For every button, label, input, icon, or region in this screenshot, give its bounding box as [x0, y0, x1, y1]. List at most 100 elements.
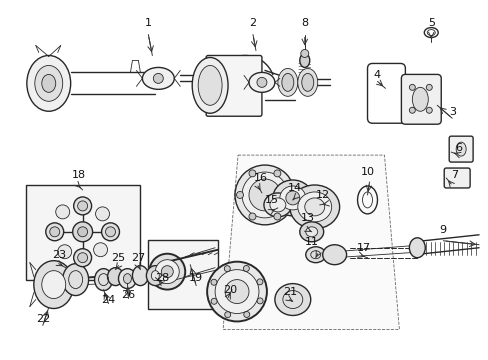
Ellipse shape: [46, 223, 63, 241]
Ellipse shape: [95, 207, 109, 221]
Ellipse shape: [286, 192, 293, 198]
Ellipse shape: [244, 311, 249, 318]
Text: 7: 7: [450, 170, 457, 180]
Ellipse shape: [153, 73, 163, 84]
Ellipse shape: [102, 223, 119, 241]
Text: 23: 23: [52, 250, 66, 260]
Text: 10: 10: [360, 167, 374, 177]
Text: 25: 25: [111, 253, 125, 263]
Ellipse shape: [62, 264, 88, 296]
Ellipse shape: [242, 172, 287, 218]
FancyBboxPatch shape: [448, 136, 472, 162]
Ellipse shape: [27, 55, 71, 111]
Bar: [26, 185, 140, 280]
Ellipse shape: [161, 266, 173, 278]
Text: 5: 5: [427, 18, 434, 28]
Ellipse shape: [248, 170, 255, 177]
Text: 8: 8: [301, 18, 308, 28]
Text: 19: 19: [189, 273, 203, 283]
Ellipse shape: [289, 185, 339, 229]
Ellipse shape: [34, 261, 74, 309]
Text: 3: 3: [448, 107, 455, 117]
Ellipse shape: [123, 274, 131, 284]
Ellipse shape: [56, 205, 69, 219]
Ellipse shape: [78, 201, 87, 211]
Ellipse shape: [78, 253, 87, 263]
Text: 18: 18: [71, 170, 85, 180]
Ellipse shape: [198, 66, 222, 105]
Ellipse shape: [256, 77, 266, 87]
Text: 2: 2: [249, 18, 256, 28]
Ellipse shape: [224, 266, 230, 272]
Ellipse shape: [78, 227, 87, 237]
Ellipse shape: [93, 243, 107, 257]
Text: 21: 21: [282, 287, 296, 297]
Ellipse shape: [105, 227, 115, 237]
Ellipse shape: [224, 280, 248, 303]
Text: 13: 13: [300, 213, 314, 223]
Ellipse shape: [264, 193, 291, 217]
Text: 1: 1: [144, 18, 152, 28]
Ellipse shape: [50, 227, 60, 237]
Ellipse shape: [243, 265, 249, 271]
Ellipse shape: [277, 68, 297, 96]
Ellipse shape: [41, 75, 56, 92]
Ellipse shape: [274, 284, 310, 315]
Text: 24: 24: [101, 294, 116, 305]
Ellipse shape: [41, 271, 65, 298]
Ellipse shape: [192, 58, 227, 113]
Ellipse shape: [74, 249, 91, 267]
Text: 28: 28: [155, 273, 169, 283]
Text: 9: 9: [439, 225, 446, 235]
Text: 16: 16: [253, 173, 267, 183]
Ellipse shape: [210, 279, 217, 285]
Ellipse shape: [408, 84, 414, 90]
Polygon shape: [223, 155, 399, 329]
FancyBboxPatch shape: [401, 75, 440, 124]
Ellipse shape: [207, 262, 266, 321]
Ellipse shape: [300, 50, 308, 58]
Ellipse shape: [408, 238, 425, 258]
FancyBboxPatch shape: [443, 168, 469, 188]
Ellipse shape: [58, 245, 72, 259]
Text: 27: 27: [131, 253, 145, 263]
Ellipse shape: [248, 213, 255, 220]
Text: 20: 20: [223, 284, 237, 294]
Ellipse shape: [155, 260, 179, 284]
Text: 15: 15: [264, 195, 278, 205]
Ellipse shape: [455, 142, 465, 156]
Ellipse shape: [107, 268, 123, 285]
Text: 4: 4: [373, 71, 380, 80]
Ellipse shape: [35, 66, 62, 101]
Ellipse shape: [272, 180, 312, 216]
Ellipse shape: [269, 198, 285, 212]
Ellipse shape: [273, 213, 280, 220]
Text: 12: 12: [315, 190, 329, 200]
Ellipse shape: [73, 222, 92, 242]
Text: 26: 26: [121, 289, 135, 300]
Ellipse shape: [322, 245, 346, 265]
FancyBboxPatch shape: [206, 55, 262, 116]
Ellipse shape: [235, 165, 294, 225]
Ellipse shape: [408, 107, 414, 113]
Ellipse shape: [299, 222, 323, 242]
Text: 11: 11: [304, 237, 318, 247]
Ellipse shape: [426, 84, 431, 90]
Ellipse shape: [149, 254, 185, 289]
Ellipse shape: [236, 192, 243, 198]
Ellipse shape: [94, 269, 112, 291]
Ellipse shape: [118, 269, 136, 289]
Ellipse shape: [426, 107, 431, 113]
Ellipse shape: [211, 298, 217, 304]
Ellipse shape: [305, 227, 317, 237]
Ellipse shape: [299, 54, 309, 67]
Ellipse shape: [304, 198, 324, 216]
Text: 17: 17: [356, 243, 370, 253]
Ellipse shape: [273, 170, 280, 177]
Ellipse shape: [132, 266, 148, 285]
Ellipse shape: [301, 73, 313, 91]
Ellipse shape: [74, 197, 91, 215]
Ellipse shape: [142, 67, 174, 89]
Ellipse shape: [281, 73, 293, 91]
Text: 14: 14: [287, 183, 301, 193]
